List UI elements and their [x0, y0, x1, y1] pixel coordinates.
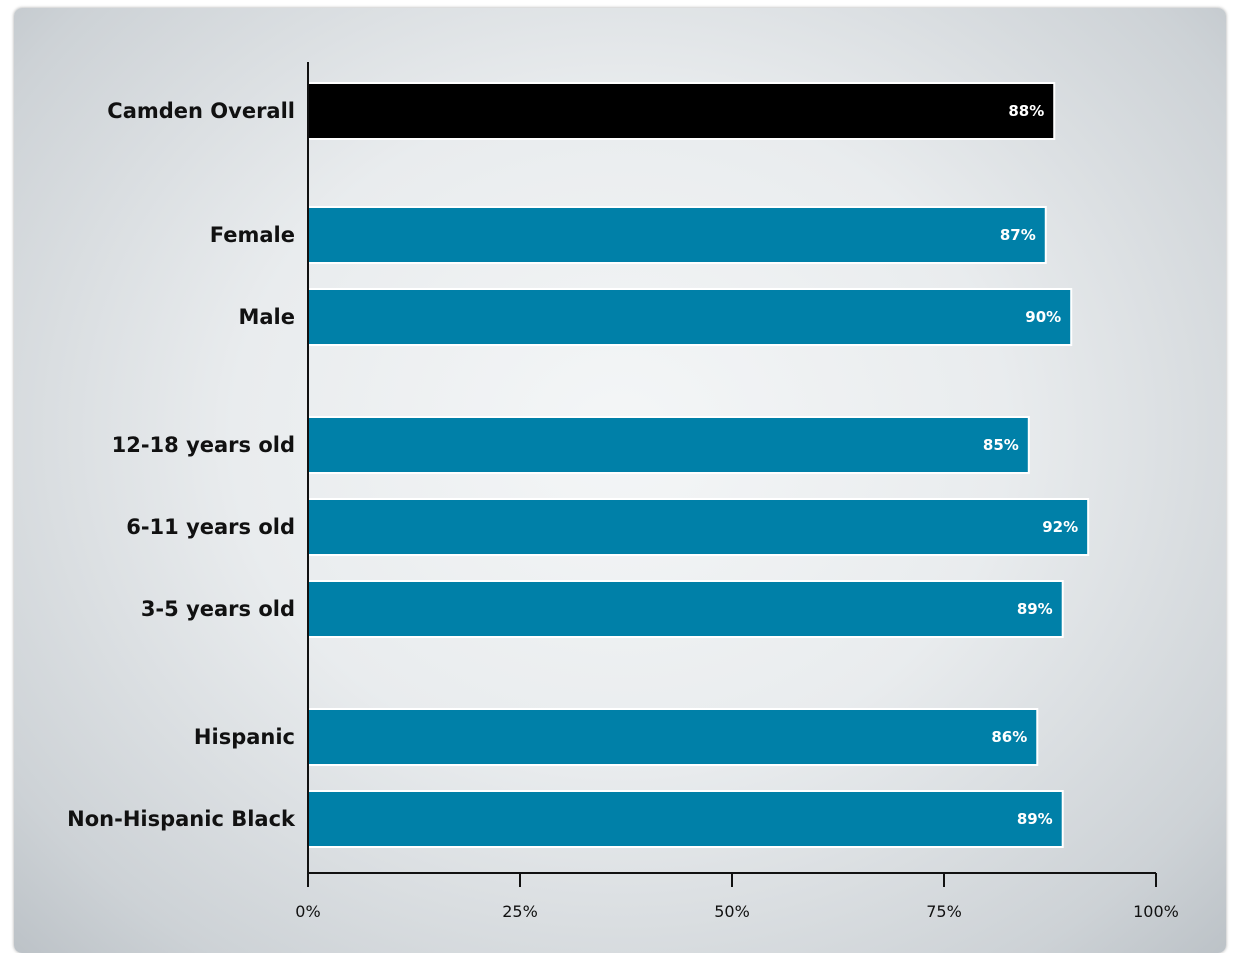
category-label-12-18-years-old: 12-18 years old [112, 433, 295, 457]
category-label-non-hispanic-black: Non-Hispanic Black [67, 807, 296, 831]
x-tick-label-0: 0% [295, 902, 320, 921]
bar-male [307, 288, 1073, 346]
x-tick-label-25: 25% [502, 902, 538, 921]
value-label-camden-overall: 88% [1008, 102, 1044, 120]
value-label-3-5-years-old: 89% [1017, 600, 1053, 618]
bar-6-11-years-old [307, 498, 1090, 556]
category-label-hispanic: Hispanic [194, 725, 295, 749]
x-tick-label-50: 50% [714, 902, 750, 921]
bars-layer [307, 82, 1090, 848]
bar-3-5-years-old [307, 580, 1064, 638]
category-label-6-11-years-old: 6-11 years old [126, 515, 295, 539]
value-label-hispanic: 86% [991, 728, 1027, 746]
x-tick-label-100: 100% [1133, 902, 1179, 921]
labels-layer: Camden Overall 88% Female 87% Male 90% 12-18 y… [67, 99, 1078, 831]
bar-hispanic [307, 708, 1039, 766]
value-label-12-18-years-old: 85% [983, 436, 1019, 454]
axis-layer: 0% 25% 50% 75% 100% [295, 62, 1179, 921]
bar-female [307, 206, 1047, 264]
value-label-non-hispanic-black: 89% [1017, 810, 1053, 828]
category-label-3-5-years-old: 3-5 years old [141, 597, 295, 621]
category-label-male: Male [238, 305, 295, 329]
bar-camden-overall [307, 82, 1056, 140]
category-label-camden-overall: Camden Overall [107, 99, 295, 123]
value-label-male: 90% [1025, 308, 1061, 326]
value-label-6-11-years-old: 92% [1042, 518, 1078, 536]
category-label-female: Female [210, 223, 295, 247]
x-tick-label-75: 75% [926, 902, 962, 921]
value-label-female: 87% [1000, 226, 1036, 244]
bar-non-hispanic-black [307, 790, 1064, 848]
bar-12-18-years-old [307, 416, 1030, 474]
